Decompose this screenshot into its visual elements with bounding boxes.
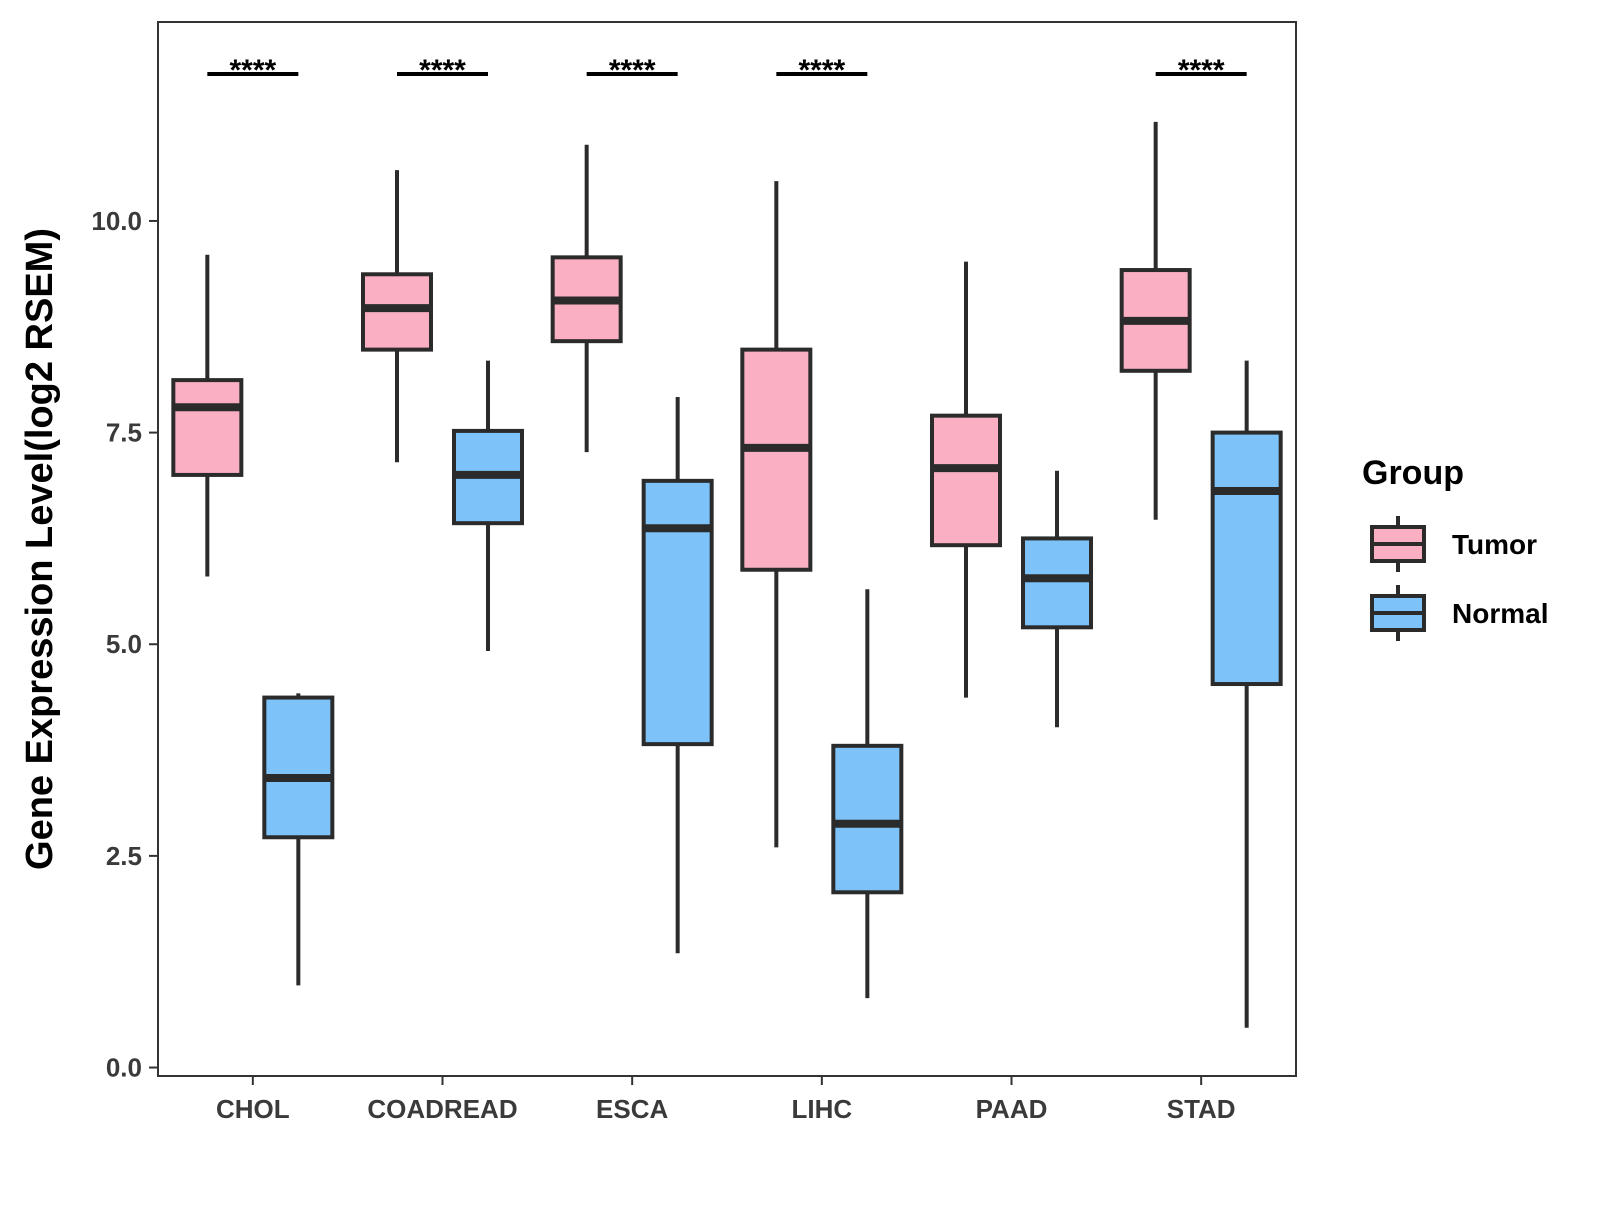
y-tick-label: 7.5	[106, 418, 142, 448]
box-body	[740, 347, 813, 572]
significance-chol: ****	[207, 54, 299, 87]
box-esca-tumor	[550, 144, 623, 453]
box-lihc-tumor	[740, 181, 813, 848]
significance-label: ****	[229, 54, 276, 87]
box-lihc-normal	[831, 589, 904, 999]
x-tick-label: STAD	[1167, 1094, 1236, 1124]
significance-coadread: ****	[397, 54, 488, 87]
box-body	[262, 695, 335, 840]
x-tick-label: ESCA	[596, 1094, 668, 1124]
y-tick-label: 10.0	[91, 206, 142, 236]
x-tick-label: CHOL	[216, 1094, 290, 1124]
legend-label: Normal	[1452, 598, 1548, 629]
x-tick-label: PAAD	[976, 1094, 1048, 1124]
significance-label: ****	[1178, 54, 1225, 87]
significance-label: ****	[609, 54, 656, 87]
box-body	[1210, 430, 1283, 687]
legend-item-normal: Normal	[1370, 585, 1548, 641]
significance-stad: ****	[1155, 54, 1247, 87]
box-body	[641, 478, 714, 747]
box-body	[171, 378, 244, 477]
box-chol-normal	[262, 693, 335, 986]
box-body	[930, 413, 1002, 548]
box-coadread-tumor	[361, 170, 433, 463]
box-paad-tumor	[930, 261, 1002, 698]
significance-layer: **** **** **** **** ****	[207, 54, 1247, 87]
boxes-layer	[171, 121, 1283, 1028]
y-tick-label: 0.0	[106, 1053, 142, 1083]
significance-label: ****	[419, 54, 466, 87]
plot-panel-border	[157, 21, 1297, 1077]
box-body	[831, 743, 904, 895]
legend: Group Tumor Normal	[1362, 454, 1548, 641]
significance-label: ****	[798, 54, 845, 87]
x-tick-label: COADREAD	[367, 1094, 517, 1124]
y-tick-label: 2.5	[106, 841, 142, 871]
x-tick-label: LIHC	[791, 1094, 852, 1124]
box-stad-tumor	[1119, 121, 1192, 520]
box-esca-normal	[641, 397, 714, 954]
box-chol-tumor	[171, 254, 244, 577]
y-axis-title: Gene Expression Level(log2 RSEM)	[19, 228, 61, 870]
legend-title: Group	[1362, 454, 1464, 492]
significance-lihc: ****	[776, 54, 868, 87]
box-coadread-normal	[452, 360, 524, 652]
axes-layer: 0.0 2.5 5.0 7.5 10.0 CHOL COADREAD ESCA LIHC PAAD…	[19, 21, 1297, 1124]
legend-label: Tumor	[1452, 529, 1537, 560]
y-tick-label: 5.0	[106, 629, 142, 659]
box-paad-normal	[1021, 470, 1093, 728]
legend-item-tumor: Tumor	[1370, 516, 1537, 572]
significance-esca: ****	[586, 54, 678, 87]
box-stad-normal	[1210, 360, 1283, 1028]
box-body	[1021, 536, 1093, 630]
